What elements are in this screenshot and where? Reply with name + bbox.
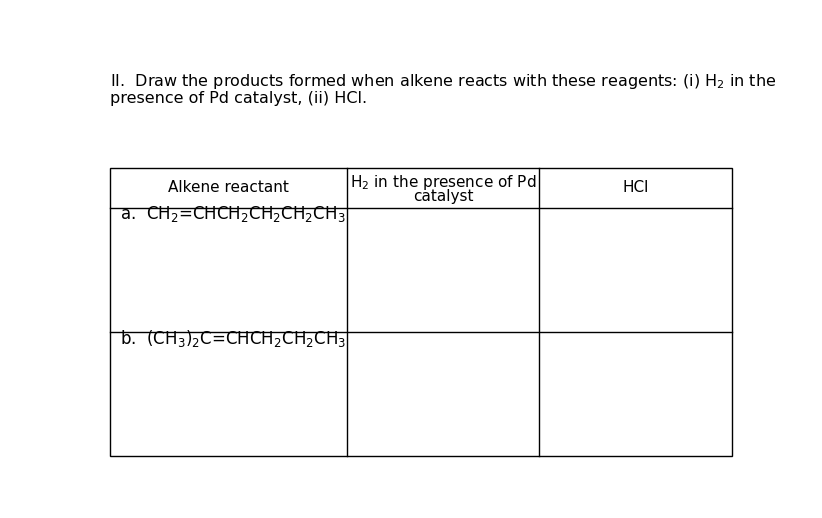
Text: Alkene reactant: Alkene reactant [168, 180, 289, 195]
Text: b.  (CH$_3$)$_2$C=CHCH$_2$CH$_2$CH$_3$: b. (CH$_3$)$_2$C=CHCH$_2$CH$_2$CH$_3$ [120, 328, 346, 349]
Text: presence of Pd catalyst, (ii) HCl.: presence of Pd catalyst, (ii) HCl. [110, 91, 367, 106]
Text: HCl: HCl [622, 180, 649, 195]
Bar [110, 168, 732, 456]
Text: a.  CH$_2$=CHCH$_2$CH$_2$CH$_2$CH$_3$: a. CH$_2$=CHCH$_2$CH$_2$CH$_2$CH$_3$ [120, 205, 345, 224]
Text: II.  Draw the products formed when alkene reacts with these reagents: (i) H$_2$ : II. Draw the products formed when alkene… [110, 72, 777, 91]
Text: H$_2$ in the presence of Pd: H$_2$ in the presence of Pd [350, 173, 536, 192]
Text: catalyst: catalyst [413, 189, 473, 204]
